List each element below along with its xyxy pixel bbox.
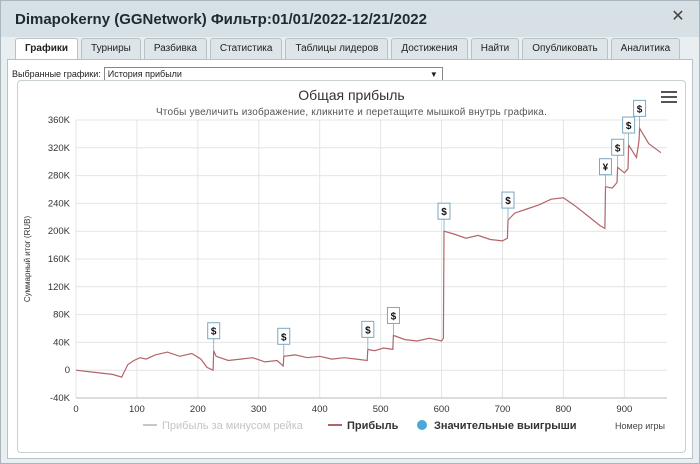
big-win-flag [437,202,451,220]
tab-bar: Графики Турниры Разбивка Статистика Таблицы … [15,38,681,59]
big-win-label: $ [505,196,511,207]
tab-content: Выбранные графики: История прибыли ▼ Общ… [7,59,693,459]
y-tick-label: 320K [48,143,71,154]
y-axis-label: Суммарный итог (RUB) [23,216,32,303]
x-tick-label: 900 [616,404,632,415]
big-win-label: $ [441,207,447,218]
y-tick-label: 40K [53,337,71,348]
x-tick-label: 500 [373,404,389,415]
chart-selector-row: Выбранные графики: История прибыли ▼ [12,67,443,81]
profit-chart[interactable]: -40K040K80K120K160K200K240K280K320K360K0… [18,81,687,454]
y-tick-label: 280K [48,171,71,182]
tab-8[interactable]: Аналитика [610,38,681,59]
tab-0[interactable]: Графики [15,38,79,59]
big-win-flag [361,320,375,338]
y-tick-label: 120K [48,282,71,293]
tab-5[interactable]: Достижения [391,38,468,59]
x-tick-label: 700 [495,404,511,415]
y-tick-label: 160K [48,254,71,265]
big-win-label: $ [365,325,371,336]
legend-label: Прибыль [347,420,399,432]
y-tick-label: 360K [48,115,71,126]
x-tick-label: 0 [73,404,78,415]
y-tick-label: 240K [48,198,71,209]
big-win-flag [501,191,515,209]
title-bar: Dimapokerny (GGNetwork) Фильтр:01/01/202… [1,1,699,37]
chart-panel[interactable]: Общая прибыль Чтобы увеличить изображени… [17,80,686,453]
big-win-flag [611,138,625,156]
tab-6[interactable]: Найти [470,38,520,59]
chart-selector-label: Выбранные графики: [12,69,101,79]
tab-1[interactable]: Турниры [81,38,141,59]
y-tick-label: 80K [53,310,71,321]
big-win-label: $ [211,327,217,338]
x-axis-label: Номер игры [615,421,665,431]
x-tick-label: 200 [190,404,206,415]
big-win-label: $ [637,104,643,115]
big-win-label: $ [391,311,397,322]
tab-3[interactable]: Статистика [209,38,283,59]
y-tick-label: -40K [50,393,71,404]
window-title: Dimapokerny (GGNetwork) Фильтр:01/01/202… [15,11,427,28]
big-win-label: $ [626,121,632,132]
chart-title: Общая прибыль [298,87,405,103]
x-tick-label: 400 [312,404,328,415]
x-tick-label: 300 [251,404,267,415]
y-tick-label: 200K [48,226,71,237]
x-tick-label: 600 [434,404,450,415]
close-icon[interactable]: ✕ [671,8,685,25]
x-tick-label: 100 [129,404,145,415]
hamburger-menu-icon[interactable] [661,91,677,105]
tab-4[interactable]: Таблицы лидеров [285,38,389,59]
legend-swatch-marker [417,420,427,430]
chart-selector-dropdown[interactable]: История прибыли ▼ [103,67,443,81]
big-win-flag [386,306,400,324]
chart-selector-value: История прибыли [107,69,182,79]
tab-7[interactable]: Опубликовать [522,38,608,59]
y-tick-label: 0 [65,365,70,376]
tab-2[interactable]: Разбивка [143,38,207,59]
big-win-label: $ [615,143,621,154]
x-tick-label: 800 [555,404,571,415]
chart-subtitle: Чтобы увеличить изображение, кликните и … [155,107,548,118]
big-win-flag [207,322,221,340]
big-win-flag [598,158,612,176]
big-win-flag [277,327,291,345]
big-win-flag [622,116,636,134]
legend-label: Прибыль за минусом рейка [162,420,304,432]
profit-series-line [75,126,662,378]
big-win-flag [633,99,647,117]
legend-label: Значительные выигрыши [434,420,577,432]
big-win-label: ¥ [603,163,609,174]
chevron-down-icon: ▼ [429,70,438,79]
big-win-label: $ [281,332,287,343]
